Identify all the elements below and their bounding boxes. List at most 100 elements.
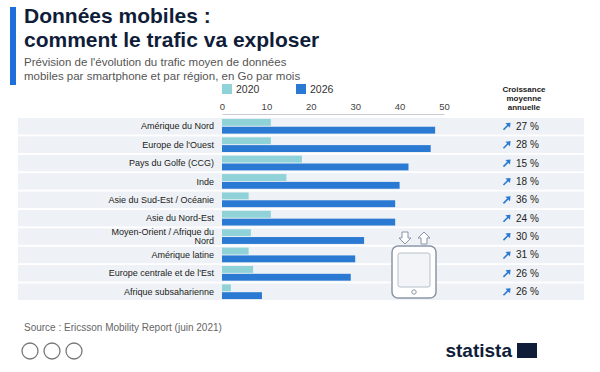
legend: 2020 2026 (222, 83, 334, 95)
text-line: Nord (194, 236, 214, 246)
text-line: Asie du Sud-Est / Océanie (108, 195, 214, 205)
x-tick-label: 30 (350, 101, 361, 112)
category-label: Asie du Sud-Est / Océanie (108, 195, 214, 205)
text-line: comment le trafic va exploser (24, 28, 319, 51)
x-tick-label: 20 (306, 101, 317, 112)
source: Source : Ericsson Mobility Report (juin … (24, 322, 222, 333)
phone-body (392, 246, 436, 298)
bar (222, 200, 395, 207)
growth-arrow (501, 249, 513, 261)
bar (222, 164, 408, 171)
category-label: Moyen-Orient / Afrique duNord (111, 227, 214, 246)
growth-arrow-head (505, 212, 512, 219)
phone-icon (392, 232, 436, 298)
chart-container: Données mobiles :comment le trafic va ex… (0, 0, 600, 372)
category-label: Europe de l'Ouest (142, 140, 214, 150)
growth-label: 31 % (516, 249, 539, 260)
growth-arrow (501, 157, 513, 169)
text-line: mobiles par smartphone et par région, en… (24, 70, 300, 82)
title-accent (10, 7, 16, 85)
growth-arrow-head (505, 286, 512, 293)
category-label: Amérique du Nord (141, 121, 214, 131)
licence-icon (66, 343, 82, 359)
growth-label: 26 % (516, 286, 539, 297)
growth-arrow (501, 194, 513, 206)
text-line: annuelle (508, 103, 541, 112)
category-label: Amérique latine (151, 250, 214, 260)
row-background (18, 228, 584, 245)
bar (222, 182, 400, 189)
legend-label: 2026 (310, 83, 334, 95)
text-line: Inde (196, 177, 214, 187)
licence-icon (44, 343, 60, 359)
bar (222, 156, 302, 163)
phone-screen (398, 253, 430, 287)
growth-label: 30 % (516, 231, 539, 242)
growth-label: 26 % (516, 268, 539, 279)
category-label: Afrique subsaharienne (124, 287, 214, 297)
growth-arrow (501, 286, 513, 298)
phone-arrow-up (418, 232, 430, 244)
row-background (18, 155, 584, 172)
category-label: Europe centrale et de l'Est (109, 268, 215, 278)
row-background (18, 192, 584, 209)
x-tick: 30 (350, 101, 361, 114)
axis-line (223, 114, 445, 115)
chart-svg: Données mobiles :comment le trafic va ex… (0, 0, 600, 372)
phone-arrow-down (399, 232, 411, 244)
bar (222, 229, 251, 236)
growth-arrow-head (505, 249, 512, 256)
bar (222, 255, 355, 262)
category-label: Inde (196, 177, 214, 187)
bar (222, 127, 435, 134)
licence-icons (22, 343, 82, 359)
x-tick: 0 (220, 101, 225, 114)
growth-arrow (501, 139, 513, 151)
phone-button (412, 290, 416, 294)
licence-icon (22, 343, 38, 359)
x-tick-label: 0 (220, 101, 225, 112)
bar (222, 274, 351, 281)
text-line: Prévision de l'évolution du trafic moyen… (24, 56, 287, 68)
legend-swatch (296, 84, 306, 94)
x-tick: 20 (306, 101, 317, 114)
x-axis: 01020304050 (220, 101, 450, 115)
text-line: Europe de l'Ouest (142, 140, 214, 150)
background (0, 0, 600, 372)
growth-arrow-head (505, 176, 512, 183)
bar (222, 145, 431, 152)
growth-arrow-head (505, 157, 512, 164)
text-line: Amérique du Nord (141, 121, 214, 131)
growth-arrow-head (505, 231, 512, 238)
bar (222, 284, 231, 291)
bar (222, 174, 286, 181)
bar (222, 192, 249, 199)
row-background (18, 283, 584, 300)
subtitle: Prévision de l'évolution du trafic moyen… (24, 56, 300, 82)
text-line: moyenne (506, 94, 542, 103)
bar (222, 211, 271, 218)
text-line: Pays du Golfe (CCG) (129, 158, 214, 168)
row-background (18, 173, 584, 190)
bars (222, 119, 435, 299)
growth-arrow-head (505, 120, 512, 127)
growth-label: 24 % (516, 213, 539, 224)
bar (222, 266, 253, 273)
growth-arrow-head (505, 139, 512, 146)
growth-arrow-head (505, 268, 512, 275)
x-tick-label: 40 (395, 101, 406, 112)
growth-arrow (501, 120, 513, 132)
bar (222, 248, 249, 255)
text-line: Amérique latine (151, 250, 214, 260)
growth-label: 15 % (516, 158, 539, 169)
legend-label: 2020 (236, 83, 260, 95)
growth-column: 27 %28 %15 %18 %36 %24 %30 %31 %26 %26 % (501, 120, 539, 297)
growth-label: 36 % (516, 194, 539, 205)
row-background (18, 247, 584, 264)
brand-logo (517, 343, 537, 358)
text-line: Europe centrale et de l'Est (109, 268, 215, 278)
row-background (18, 118, 584, 135)
category-label: Pays du Golfe (CCG) (129, 158, 214, 168)
x-tick-label: 50 (439, 101, 450, 112)
row-background (18, 265, 584, 282)
